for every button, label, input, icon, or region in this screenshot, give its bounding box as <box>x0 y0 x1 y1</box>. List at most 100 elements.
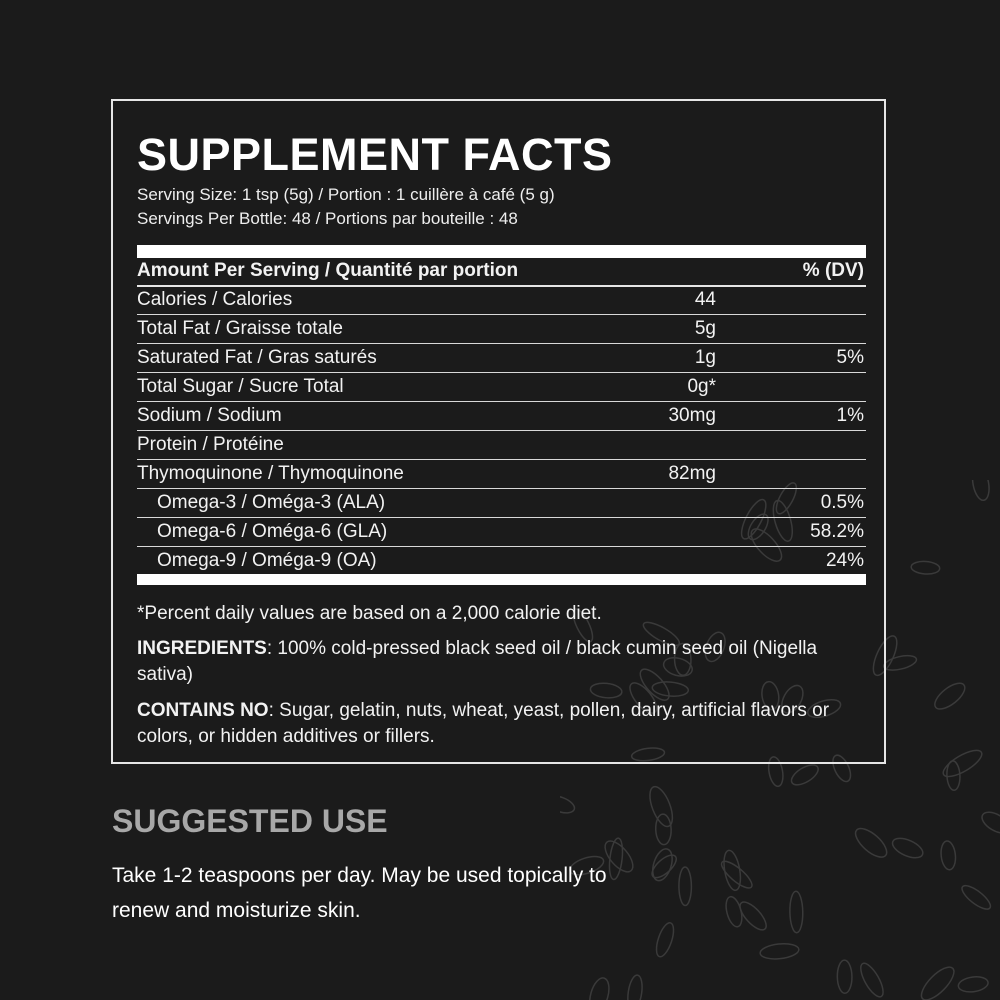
ingredients-label: INGREDIENTS <box>137 638 267 659</box>
seed-shape <box>739 901 767 931</box>
seed-shape <box>604 840 634 873</box>
suggested-use-text: Take 1-2 teaspoons per day. May be used … <box>112 864 607 922</box>
seed-shape <box>740 498 767 540</box>
nutrient-label: Thymoquinone / Thymoquinone <box>137 463 404 484</box>
seed-shape <box>957 976 989 993</box>
nutrient-amount: 82mg <box>668 463 716 484</box>
seed-shape <box>662 656 693 677</box>
table-row: Total Fat / Graisse totale 5g <box>137 314 866 344</box>
seed-shape <box>781 684 804 714</box>
seed-shape <box>572 608 594 643</box>
ingredients: INGREDIENTS: 100% cold-pressed black see… <box>137 636 837 688</box>
seed-shape <box>651 848 673 882</box>
seed-shape <box>654 813 672 846</box>
seed-shape <box>767 756 784 788</box>
seed-shape <box>981 811 1000 834</box>
nutrient-amount: 30mg <box>668 405 716 426</box>
seed-shape <box>971 480 990 502</box>
divider-thick <box>137 574 866 585</box>
ingredients-text: : 100% cold-pressed black seed oil / bla… <box>137 638 818 685</box>
table-row: Sodium / Sodium 30mg 1% <box>137 401 866 431</box>
seed-shape <box>946 760 961 791</box>
suggested-use-heading: SUGGESTED USE <box>112 803 388 839</box>
nutrient-label: Calories / Calories <box>137 289 293 310</box>
seed-shape <box>627 974 643 1000</box>
table-row: Saturated Fat / Gras saturés 1g 5% <box>137 343 866 373</box>
table-row: Thymoquinone / Thymoquinone 82mg <box>137 459 866 489</box>
seed-shape <box>761 680 780 711</box>
seed-shape <box>961 884 992 910</box>
header-dv: % (DV) <box>802 260 864 281</box>
seed-shape <box>789 890 804 934</box>
nutrient-dv: 5% <box>836 347 864 368</box>
nutrient-amount: 1g <box>694 347 716 368</box>
seed-shape <box>806 698 842 719</box>
seed-shape <box>630 747 666 762</box>
seed-shape <box>872 635 898 677</box>
nutrient-dv: 24% <box>825 550 864 571</box>
nutrient-label: Omega-6 / Oméga-6 (GLA) <box>157 521 388 542</box>
seed-shape <box>775 482 798 515</box>
nutrient-amount: 0g* <box>687 376 716 397</box>
seed-shape <box>790 764 819 786</box>
seed-shape <box>651 681 690 697</box>
contains-label: CONTAINS NO <box>137 700 269 721</box>
supplement-facts-panel: SUPPLEMENT FACTS Serving Size: 1 tsp (5g… <box>111 99 886 764</box>
divider-thick <box>137 245 866 258</box>
seed-shape <box>934 682 966 710</box>
seed-shape <box>854 827 888 858</box>
seed-shape <box>772 499 794 542</box>
table-row: Total Sugar / Sucre Total 0g* <box>137 372 866 402</box>
seed-shape <box>882 654 918 671</box>
table-row: Omega-6 / Oméga-6 (GLA) 58.2% <box>137 517 866 547</box>
nutrient-label: Protein / Protéine <box>137 434 284 455</box>
seed-shape <box>589 977 610 1000</box>
nutrient-label: Omega-3 / Oméga-3 (ALA) <box>157 492 386 513</box>
seed-shape <box>720 860 753 889</box>
seed-shape <box>560 795 576 814</box>
seed-shape <box>940 840 957 871</box>
table-row: Calories / Calories 44 <box>137 285 866 315</box>
nutrient-amount: 5g <box>694 318 716 339</box>
seed-shape <box>649 785 674 828</box>
seed-shape <box>704 631 726 663</box>
table-row: Omega-3 / Oméga-3 (ALA) 0.5% <box>137 488 866 518</box>
nutrient-label: Omega-9 / Oméga-9 (OA) <box>157 550 377 571</box>
seed-shape <box>836 959 853 995</box>
seed-shape <box>910 560 941 575</box>
nutrient-dv: 58.2% <box>810 521 864 542</box>
seed-shape <box>832 754 852 783</box>
seed-shape <box>568 855 605 876</box>
seed-shape <box>589 682 623 699</box>
seed-shape <box>673 642 692 677</box>
nutrient-dv: 0.5% <box>820 492 864 513</box>
contains-text: : Sugar, gelatin, nuts, wheat, yeast, po… <box>137 700 830 747</box>
serving-size: Serving Size: 1 tsp (5g) / Portion : 1 c… <box>137 185 555 204</box>
panel-title: SUPPLEMENT FACTS <box>137 129 613 180</box>
table-row: Protein / Protéine <box>137 430 866 460</box>
nutrient-label: Saturated Fat / Gras saturés <box>137 347 377 368</box>
seed-shape <box>759 942 800 960</box>
seed-shape <box>678 866 693 907</box>
seed-shape <box>725 895 743 928</box>
seed-shape <box>629 682 658 714</box>
footnote: *Percent daily values are based on a 2,0… <box>137 603 602 624</box>
servings-per-bottle: Servings Per Bottle: 48 / Portions par b… <box>137 209 518 228</box>
seed-shape <box>942 749 983 778</box>
nutrient-amount: 44 <box>694 289 716 310</box>
nutrient-dv: 1% <box>836 405 864 426</box>
seed-shape <box>860 962 884 998</box>
seed-shape <box>747 513 769 541</box>
nutrient-label: Total Fat / Graisse totale <box>137 318 343 339</box>
seed-shape <box>655 922 675 958</box>
contains-no: CONTAINS NO: Sugar, gelatin, nuts, wheat… <box>137 698 847 750</box>
header-label: Amount Per Serving / Quantité par portio… <box>137 260 519 281</box>
nutrient-label: Sodium / Sodium <box>137 405 282 426</box>
black-seeds-illustration <box>560 480 1000 1000</box>
table-row: Omega-9 / Oméga-9 (OA) 24% <box>137 546 866 575</box>
seed-shape <box>750 528 783 562</box>
seed-shape <box>639 668 670 701</box>
nutrient-label: Total Sugar / Sucre Total <box>137 376 344 397</box>
seed-shape <box>642 621 681 647</box>
table-header: Amount Per Serving / Quantité par portio… <box>137 256 866 287</box>
